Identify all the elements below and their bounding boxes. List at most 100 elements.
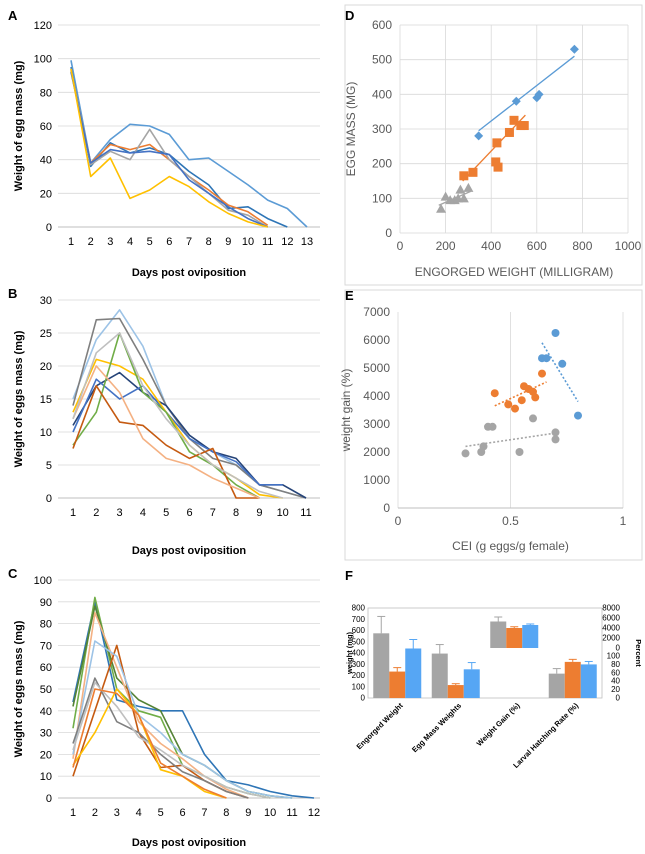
y-tick-label: 1000: [363, 473, 390, 487]
y-tick-label: 0: [46, 793, 52, 805]
y-tick-label: 20: [40, 749, 52, 761]
right-top-tick-label: 8000: [602, 604, 620, 613]
x-tick-label: 6: [179, 807, 185, 819]
right-bottom-tick-label: 0: [616, 694, 621, 703]
y-tick-label: 10: [40, 427, 52, 439]
y-tick-label: 80: [40, 87, 52, 99]
y-axis-title: Weight of eggs mass (mg): [13, 620, 25, 757]
data-point: [551, 329, 560, 337]
data-point: [490, 389, 499, 398]
panel-letter: F: [345, 568, 353, 583]
x-tick-label: 8: [206, 236, 212, 248]
left-y-tick-label: 400: [352, 649, 366, 658]
x-tick-label: 6: [186, 507, 192, 519]
data-point: [463, 182, 474, 192]
left-y-tick-label: 600: [352, 626, 366, 635]
right-top-tick-label: 2000: [602, 634, 620, 643]
x-tick-label: 13: [301, 236, 313, 248]
x-tick-label: 9: [225, 236, 231, 248]
x-tick-label: 5: [147, 236, 153, 248]
x-tick-label: 11: [286, 807, 297, 819]
data-point: [455, 184, 466, 194]
x-tick-label: 8: [223, 807, 229, 819]
panel-e: 0 1000 2000 3000 4000 5000 6000 7000 0 0.5 1 CEI (g…: [339, 288, 643, 561]
y-tick-label: 5: [46, 460, 52, 472]
y-tick-label: 40: [40, 706, 52, 718]
series-line-8: [72, 681, 271, 799]
right-top-tick-label: 4000: [602, 624, 620, 633]
x-tick-label: 8: [233, 507, 239, 519]
data-point: [504, 400, 513, 409]
y-tick-label: 0: [46, 222, 52, 234]
y-tick-label: 10: [40, 771, 52, 783]
y-tick-label: 15: [40, 394, 52, 406]
right-bottom-tick-label: 20: [611, 685, 620, 694]
y-tick-label: 50: [40, 684, 52, 696]
data-point: [511, 404, 519, 413]
right-bottom-tick-label: 60: [611, 668, 620, 677]
bar-blue: [463, 669, 480, 698]
y-tick-label: 40: [40, 155, 52, 167]
x-tick-label: 1: [70, 807, 76, 819]
series-line-7: [72, 677, 249, 799]
y-tick-label: 200: [372, 157, 392, 171]
x-tick-label: 2: [93, 507, 99, 519]
y-tick-label: 20: [40, 188, 52, 200]
series-line-6: [72, 640, 293, 799]
x-tick-label: 600: [527, 239, 547, 253]
x-tick-label: 12: [308, 807, 320, 819]
data-point: [569, 44, 579, 54]
data-point: [474, 131, 484, 141]
panel-letter: E: [345, 288, 354, 303]
x-tick-label: 12: [281, 236, 293, 248]
x-tick-label: 7: [201, 807, 207, 819]
series-line-4: [72, 611, 249, 799]
panel-letter: D: [345, 8, 354, 23]
data-point: [519, 121, 529, 131]
y-axis-title: EGG MASS (MG): [344, 82, 358, 177]
data-point: [515, 448, 524, 456]
x-tick-label: 0: [395, 514, 402, 528]
right-top-tick-label: 6000: [602, 614, 620, 623]
y-axis-title: Weight of egg mass (mg): [13, 60, 25, 191]
y-tick-label: 70: [40, 640, 52, 652]
x-tick-label: 5: [163, 507, 169, 519]
y-tick-label: 60: [40, 662, 52, 674]
data-point: [461, 449, 470, 458]
x-tick-label: 1: [620, 514, 627, 528]
x-tick-label: 2: [88, 236, 94, 248]
data-point: [493, 162, 503, 172]
x-tick-label: 400: [481, 239, 501, 253]
left-y-tick-label: 500: [352, 637, 366, 646]
x-tick-label: 2: [92, 807, 98, 819]
left-y-tick-label: 700: [352, 615, 366, 624]
left-y-tick-label: 100: [352, 682, 366, 691]
panel-letter: B: [8, 286, 17, 301]
x-tick-label: 7: [186, 236, 192, 248]
y-tick-label: 500: [372, 53, 392, 67]
y-axis-title: Weight of eggs mass (mg): [13, 330, 25, 467]
x-axis-title: Days post oviposition: [132, 267, 247, 279]
bar-grey: [431, 653, 448, 698]
x-tick-label: 7: [210, 507, 216, 519]
y-tick-label: 20: [40, 361, 52, 373]
data-point: [468, 167, 478, 177]
y-tick-label: 0: [46, 493, 52, 505]
data-point: [509, 115, 519, 125]
series-line-9: [72, 688, 227, 799]
x-tick-label: 1: [70, 507, 76, 519]
left-y-tick-label: 300: [352, 660, 366, 669]
y-tick-label: 80: [40, 619, 52, 631]
y-tick-label: 5000: [363, 361, 390, 375]
x-tick-label: 10: [242, 236, 254, 248]
bar-grey: [373, 633, 390, 698]
x-tick-label: 3: [107, 236, 113, 248]
bar-blue: [405, 648, 422, 698]
x-tick-label: 4: [136, 807, 142, 819]
x-tick-label: 3: [114, 807, 120, 819]
y-tick-label: 100: [372, 191, 392, 205]
x-axis-title: CEI (g eggs/g female): [452, 539, 569, 553]
y-tick-label: 2000: [363, 445, 390, 459]
data-point: [488, 422, 497, 431]
